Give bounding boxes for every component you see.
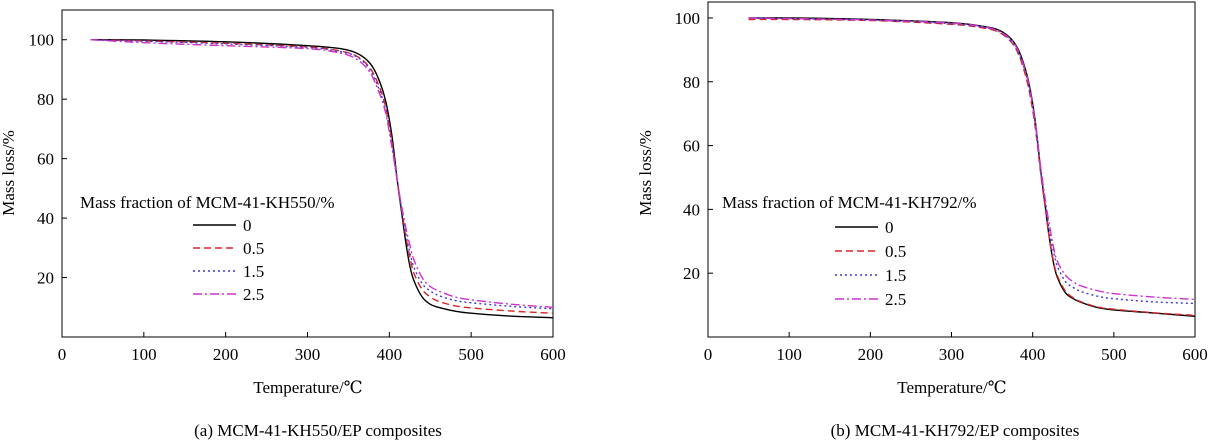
x-tick-label: 100: [776, 345, 802, 364]
x-tick-label: 500: [1101, 345, 1127, 364]
chart-b: Temperature/℃ Mass loss/% (b) MCM-41-KH7…: [636, 1, 1208, 440]
series-line-2.5: [90, 39, 554, 308]
x-tick-label: 400: [377, 345, 403, 364]
series-line-1.5: [90, 39, 554, 310]
y-tick-label: 20: [683, 264, 700, 283]
x-axis-label: Temperature/℃: [253, 378, 362, 397]
series-line-2.5: [748, 17, 1196, 301]
x-tick-label: 300: [295, 345, 321, 364]
y-tick-label: 80: [37, 90, 54, 109]
series-line-1.5: [748, 17, 1196, 305]
x-tick-label: 0: [58, 345, 67, 364]
y-axis-label: Mass loss/%: [0, 130, 18, 215]
ticks: 0 100 200 300 400 500 600 20 40 60 80 100: [29, 31, 566, 364]
x-tick-label: 600: [1182, 345, 1208, 364]
plot-area-frame: [61, 9, 554, 338]
legend-label-0: 0: [885, 218, 894, 237]
y-tick-label: 40: [683, 200, 700, 219]
y-tick-label: 40: [37, 209, 54, 228]
series-lines: [748, 17, 1196, 317]
legend-label-0.5: 0.5: [885, 242, 906, 261]
series-line-0: [90, 39, 554, 319]
caption: (a) MCM-41-KH550/EP composites: [194, 421, 442, 440]
series-lines: [90, 39, 554, 319]
series-line-0: [748, 17, 1196, 317]
plot-area-frame: [707, 1, 1196, 338]
legend: 0 0.5 1.5 2.5: [193, 216, 264, 304]
x-tick-label: 0: [704, 345, 713, 364]
x-tick-label: 400: [1020, 345, 1046, 364]
y-axis-label: Mass loss/%: [636, 130, 655, 215]
y-tick-label: 60: [683, 137, 700, 156]
x-tick-label: 600: [540, 345, 566, 364]
y-tick-label: 80: [683, 73, 700, 92]
legend: 0 0.5 1.5 2.5: [835, 218, 906, 309]
y-tick-label: 100: [675, 9, 701, 28]
x-tick-label: 100: [131, 345, 157, 364]
y-tick-label: 20: [37, 269, 54, 288]
y-tick-label: 60: [37, 150, 54, 169]
legend-label-2.5: 2.5: [243, 285, 264, 304]
x-tick-label: 500: [458, 345, 484, 364]
chart-a: Temperature/℃ Mass loss/% (a) MCM-41-KH5…: [0, 9, 566, 440]
caption: (b) MCM-41-KH792/EP composites: [831, 421, 1080, 440]
series-line-0.5: [90, 39, 554, 314]
legend-label-0.5: 0.5: [243, 239, 264, 258]
legend-label-1.5: 1.5: [885, 266, 906, 285]
ticks: 0 100 200 300 400 500 600 20 40 60 80 100: [675, 9, 1208, 364]
series-line-0.5: [748, 18, 1196, 316]
legend-title: Mass fraction of MCM-41-KH550/%: [80, 193, 335, 212]
x-tick-label: 300: [939, 345, 965, 364]
legend-title: Mass fraction of MCM-41-KH792/%: [722, 193, 977, 212]
x-tick-label: 200: [858, 345, 884, 364]
legend-label-1.5: 1.5: [243, 262, 264, 281]
legend-label-2.5: 2.5: [885, 290, 906, 309]
y-tick-label: 100: [29, 31, 55, 50]
x-tick-label: 200: [213, 345, 239, 364]
x-axis-label: Temperature/℃: [897, 378, 1006, 397]
legend-label-0: 0: [243, 216, 252, 235]
